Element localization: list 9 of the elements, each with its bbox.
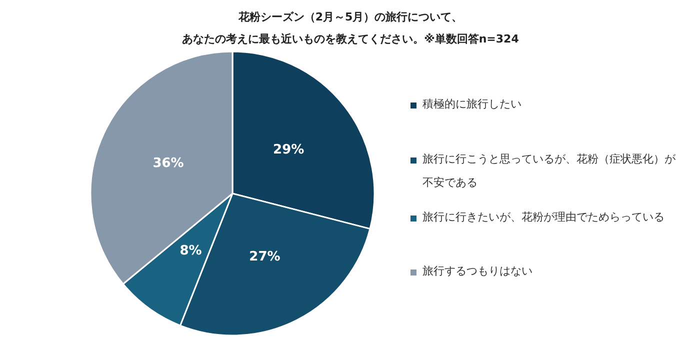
legend-label: 旅行するつもりはない [422, 264, 532, 278]
legend-label: 積極的に旅行したい [422, 98, 522, 110]
data-label: 8% [180, 243, 202, 258]
legend-label: 旅行に行こうと思っているが、花粉（症状悪化）が不安である [422, 152, 676, 189]
data-label: 29% [273, 142, 304, 158]
chart-title: 花粉シーズン（2月～5月）の旅行について、あなたの考えに最も近いものを教えてください。※単数回答n=324 [182, 10, 520, 46]
data-label: 27% [249, 249, 280, 264]
legend-label: 旅行に行きたいが、花粉が理由でためらっている [422, 210, 664, 224]
data-label: 36% [152, 156, 184, 171]
